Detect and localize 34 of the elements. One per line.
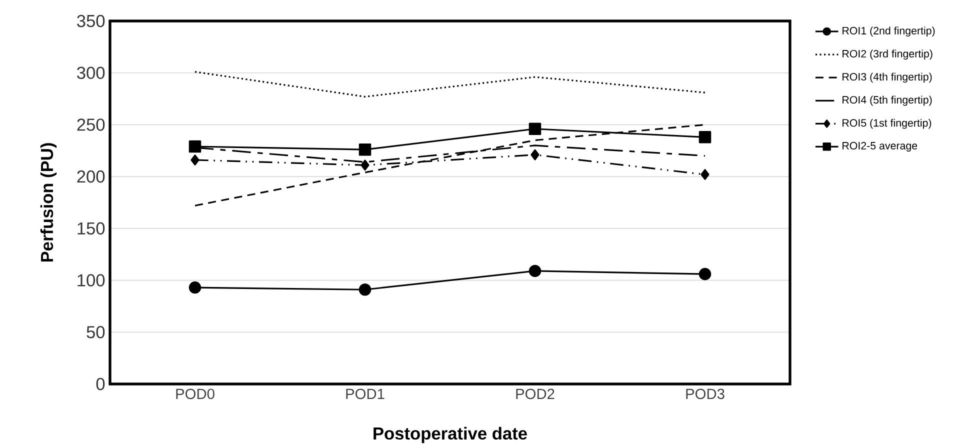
y-tick-label: 350 — [77, 14, 105, 28]
y-tick-label: 100 — [78, 274, 105, 286]
x-tick-label: POD2 — [516, 388, 554, 400]
legend-label: ROI2-5 average — [842, 142, 918, 152]
x-axis-title: Postoperative date — [374, 426, 527, 444]
y-tick-label: 250 — [77, 118, 105, 131]
y-tick-label: 200 — [77, 170, 105, 183]
legend-label: ROI2 (3rd fingertip) — [842, 50, 932, 60]
point — [698, 268, 712, 280]
line-series — [194, 71, 706, 98]
line-series — [194, 124, 706, 206]
legend-label: ROI1 (2nd fingertip) — [842, 26, 935, 37]
y-tick-label: 150 — [78, 222, 105, 235]
y-axis-title: Perfusion (PU) — [40, 143, 57, 262]
x-tick-label: POD3 — [686, 388, 724, 400]
y-tick-label: 50 — [86, 326, 105, 338]
point — [188, 281, 202, 294]
point — [530, 149, 540, 160]
legend-label: ROI5 (1st fingertip) — [842, 118, 932, 129]
point — [528, 122, 542, 135]
legend-label: ROI3 (4th fingertip) — [842, 72, 932, 83]
point — [700, 169, 710, 180]
legend-label: ROI4 (5th fingertip) — [842, 96, 932, 106]
y-tick-label: 0 — [96, 378, 105, 390]
point — [190, 154, 200, 166]
point — [360, 160, 370, 171]
point — [698, 131, 712, 144]
point — [188, 140, 202, 153]
y-tick-label: 300 — [77, 66, 105, 79]
point — [358, 143, 372, 156]
x-tick-label: POD0 — [176, 388, 214, 400]
x-tick-label: POD1 — [346, 388, 384, 400]
point — [528, 264, 542, 278]
point — [358, 283, 372, 296]
